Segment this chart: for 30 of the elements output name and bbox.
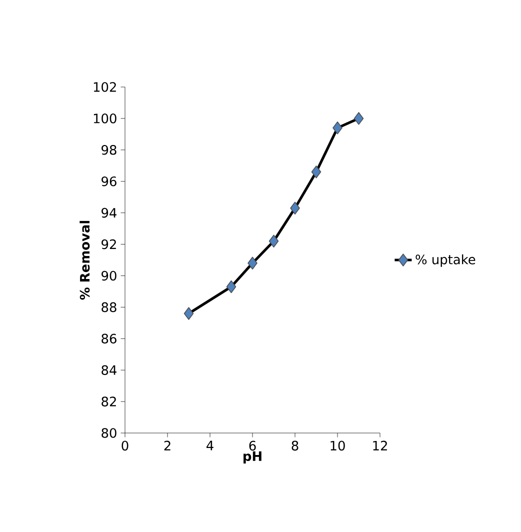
- y-tick-label: 88: [102, 302, 116, 312]
- point: [332, 122, 342, 134]
- x-tick-label: 10: [330, 440, 345, 451]
- y-tick-label: 90: [102, 270, 116, 281]
- x-tick-label: 6: [249, 440, 256, 451]
- x-tick-label: 12: [373, 440, 387, 450]
- y-tick-label: 82: [102, 396, 116, 406]
- point: [268, 234, 279, 248]
- x-tick-label: 0: [122, 440, 128, 451]
- x-axis-title: pH: [244, 451, 262, 464]
- x-tick-label: 2: [164, 440, 170, 450]
- y-tick-label: 80: [102, 428, 116, 438]
- y-tick-label: 100: [94, 114, 116, 124]
- x-tick-label: 4: [206, 440, 214, 450]
- y-tick-label: 94: [102, 208, 116, 218]
- y-axis-title: % Removal: [80, 220, 90, 300]
- y-tick-label: 96: [102, 176, 116, 186]
- y-tick-label: 86: [102, 334, 116, 344]
- x-tick-label: 8: [292, 440, 298, 451]
- y-tick-label: 92: [102, 239, 116, 250]
- point: [248, 256, 258, 270]
- y-tick-label: 98: [102, 145, 116, 155]
- legend-label: % uptake: [416, 254, 476, 267]
- y-tick-label: 102: [94, 82, 116, 92]
- point: [354, 112, 364, 125]
- point: [311, 166, 322, 178]
- point: [184, 307, 194, 320]
- point: [226, 280, 236, 294]
- y-tick-label: 84: [102, 365, 116, 375]
- point: [290, 202, 300, 214]
